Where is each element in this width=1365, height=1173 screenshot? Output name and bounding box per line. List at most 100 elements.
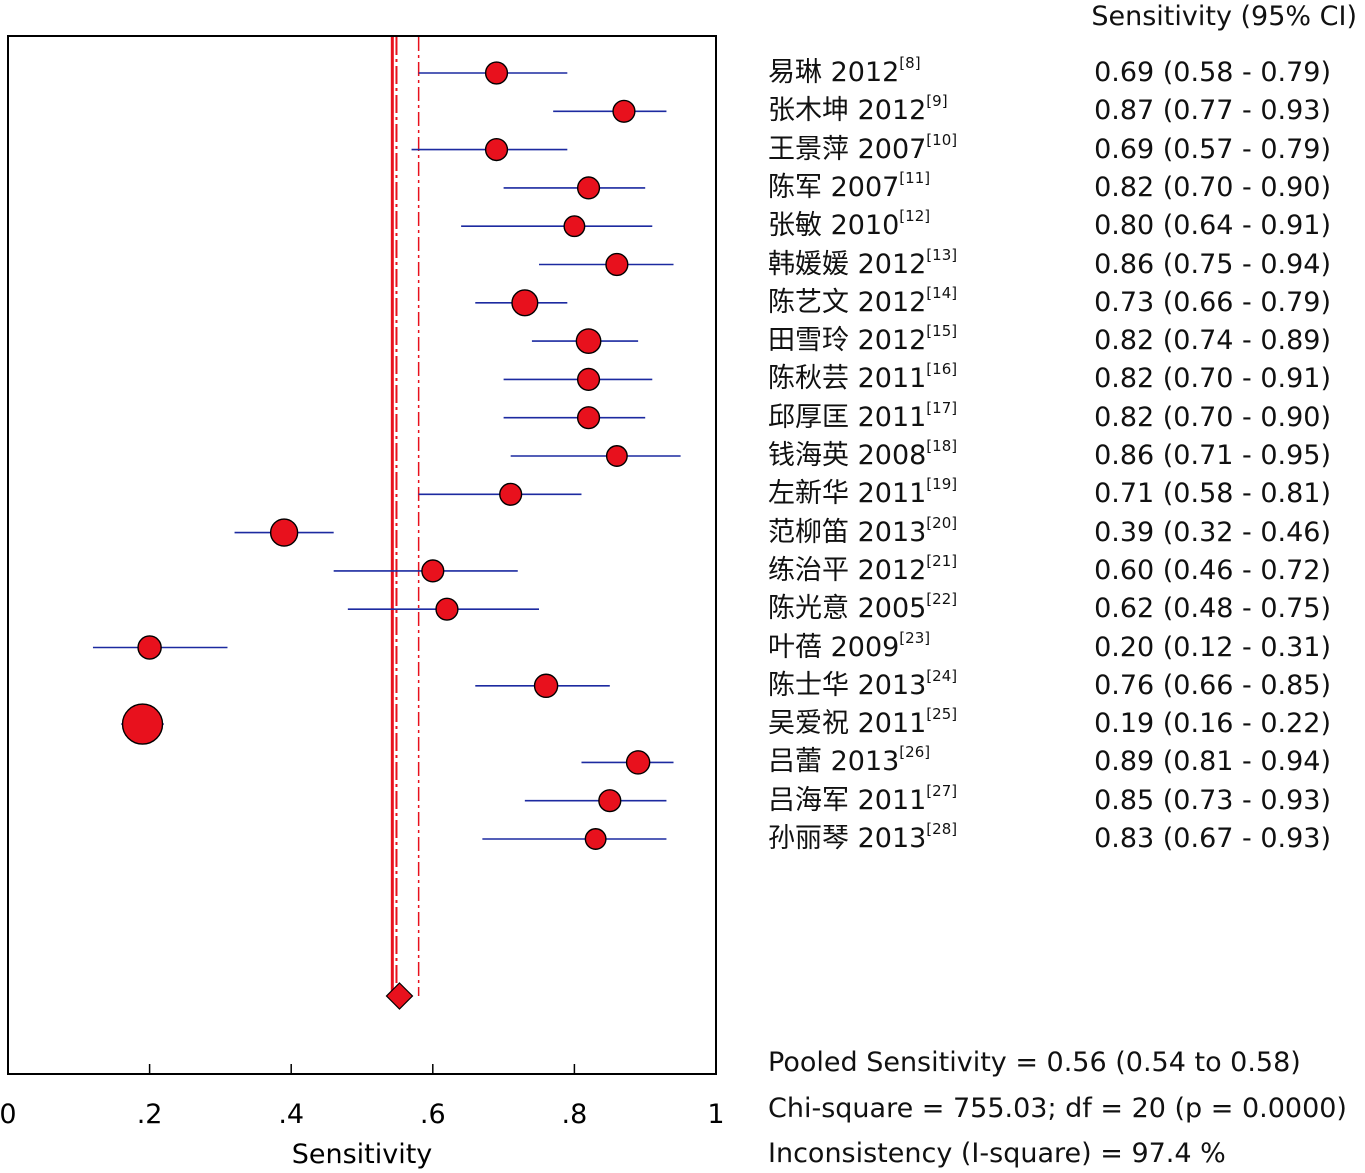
inconsistency-text: Inconsistency (I-square) = 97.4 % <box>768 1138 1226 1169</box>
study-sensitivity-value: 0.69 (0.58 - 0.79) <box>1094 57 1331 88</box>
x-tick-label: .8 <box>562 1099 588 1130</box>
study-name: 范柳笛 2013 <box>768 516 927 548</box>
x-tick-label: .6 <box>420 1099 446 1130</box>
study-sensitivity-value: 0.39 (0.32 - 0.46) <box>1094 516 1331 548</box>
study-reference: [23] <box>899 628 931 647</box>
study-sensitivity-value: 0.87 (0.77 - 0.93) <box>1094 95 1331 127</box>
study-sensitivity-value: 0.60 (0.46 - 0.72) <box>1094 554 1331 586</box>
study-point-estimate <box>584 828 607 850</box>
study-reference: [22] <box>926 590 958 609</box>
study-sensitivity-value: 0.82 (0.70 - 0.91) <box>1094 363 1331 395</box>
study-point-estimate <box>484 138 509 162</box>
study-sensitivity-value: 0.82 (0.70 - 0.90) <box>1094 171 1331 203</box>
study-reference: [17] <box>926 398 958 417</box>
study-sensitivity-value: 0.82 (0.74 - 0.89) <box>1094 325 1331 357</box>
study-label: 孙丽琴 2013[28] <box>768 820 957 858</box>
study-sensitivity-value: 0.69 (0.57 - 0.79) <box>1094 133 1331 165</box>
study-sensitivity-value: 0.86 (0.71 - 0.95) <box>1094 440 1331 471</box>
study-point-estimate <box>121 703 164 745</box>
study-reference: [18] <box>926 437 958 455</box>
study-sensitivity-value: 0.86 (0.75 - 0.94) <box>1094 248 1331 280</box>
study-reference: [21] <box>926 551 958 570</box>
study-label: 吕海军 2011[27] <box>768 782 957 820</box>
x-tick-label: 0 <box>0 1099 17 1130</box>
study-point-estimate <box>605 445 628 467</box>
study-point-estimate <box>421 559 445 583</box>
study-label: 叶蓓 2009[23] <box>768 628 931 667</box>
study-name: 韩媛媛 2012 <box>768 248 927 280</box>
study-label: 王景萍 2007[10] <box>768 130 958 169</box>
study-sensitivity-value: 0.76 (0.66 - 0.85) <box>1094 669 1331 701</box>
study-sensitivity-value: 0.82 (0.70 - 0.90) <box>1094 401 1331 433</box>
pooled-diamond <box>385 982 414 1010</box>
study-point-estimate <box>563 215 586 238</box>
x-tick-label: .4 <box>278 1099 304 1130</box>
study-name: 吴爱祝 2011 <box>768 708 927 740</box>
study-label: 韩媛媛 2012[13] <box>768 245 958 284</box>
study-point-estimate <box>499 482 523 506</box>
plot-frame <box>7 35 717 1075</box>
study-point-estimate <box>576 367 601 391</box>
study-name: 陈秋芸 2011 <box>768 363 927 395</box>
study-reference: [15] <box>926 322 958 341</box>
study-name: 张木坤 2012 <box>768 95 927 127</box>
study-label: 邱厚匡 2011[17] <box>768 398 958 437</box>
study-label: 陈秋芸 2011[16] <box>768 360 958 398</box>
study-reference: [9] <box>926 92 948 111</box>
study-label: 张木坤 2012[9] <box>768 92 948 130</box>
study-reference: [25] <box>926 705 958 724</box>
study-reference: [19] <box>926 475 958 494</box>
study-name: 孙丽琴 2013 <box>768 823 927 854</box>
study-reference: [14] <box>926 283 958 302</box>
study-point-estimate <box>435 597 459 621</box>
study-sensitivity-value: 0.85 (0.73 - 0.93) <box>1094 784 1331 816</box>
study-name: 陈艺文 2012 <box>768 286 927 318</box>
study-reference: [10] <box>926 130 958 149</box>
study-point-estimate <box>576 406 601 430</box>
study-label: 吴爱祝 2011[25] <box>768 705 958 743</box>
study-sensitivity-value: 0.62 (0.48 - 0.75) <box>1094 593 1331 625</box>
study-point-estimate <box>269 518 299 547</box>
study-reference: [24] <box>926 666 958 685</box>
study-reference: [8] <box>899 54 921 72</box>
study-reference: [26] <box>899 743 931 762</box>
study-name: 田雪玲 2012 <box>768 325 927 357</box>
study-point-estimate <box>484 61 509 85</box>
study-reference: [11] <box>899 168 931 187</box>
x-tick-label: 1 <box>707 1099 724 1130</box>
study-sensitivity-value: 0.80 (0.64 - 0.91) <box>1094 210 1331 242</box>
study-label: 陈光意 2005[22] <box>768 590 958 628</box>
study-label: 吕蕾 2013[26] <box>768 743 931 781</box>
study-label: 易琳 2012[8] <box>768 54 921 92</box>
study-name: 吕海军 2011 <box>768 784 927 816</box>
study-name: 王景萍 2007 <box>768 133 927 165</box>
study-sensitivity-value: 0.71 (0.58 - 0.81) <box>1094 478 1331 510</box>
study-name: 左新华 2011 <box>768 478 927 510</box>
study-sensitivity-value: 0.73 (0.66 - 0.79) <box>1094 286 1331 318</box>
study-name: 吕蕾 2013 <box>768 746 900 778</box>
study-name: 陈光意 2005 <box>768 593 927 625</box>
study-point-estimate <box>612 99 636 123</box>
study-label: 陈军 2007[11] <box>768 168 931 207</box>
study-sensitivity-value: 0.19 (0.16 - 0.22) <box>1094 708 1331 740</box>
study-markers <box>92 61 681 850</box>
pooled-sensitivity-text: Pooled Sensitivity = 0.56 (0.54 to 0.58) <box>768 1047 1301 1078</box>
study-sensitivity-value: 0.83 (0.67 - 0.93) <box>1094 823 1331 854</box>
study-reference: [16] <box>926 360 958 379</box>
study-name: 陈军 2007 <box>768 171 900 203</box>
pooled-estimate <box>385 982 414 1010</box>
study-reference: [12] <box>899 207 931 226</box>
chi-square-text: Chi-square = 755.03; df = 20 (p = 0.0000… <box>768 1093 1347 1124</box>
study-reference: [20] <box>926 513 958 532</box>
study-reference: [13] <box>926 245 958 264</box>
study-point-estimate <box>625 750 651 775</box>
pooled-lines <box>390 37 420 996</box>
study-name: 张敏 2010 <box>768 210 900 242</box>
study-label: 陈士华 2013[24] <box>768 666 958 705</box>
x-axis: 0 .2 .4 .6 .8 1 <box>0 1064 725 1130</box>
study-name: 叶蓓 2009 <box>768 631 900 663</box>
x-axis-label: Sensitivity <box>292 1139 433 1170</box>
study-point-estimate <box>576 176 601 200</box>
study-point-estimate <box>533 673 559 699</box>
